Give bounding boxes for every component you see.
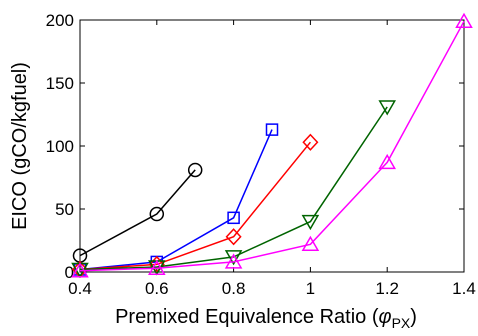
x-axis-label-text: Premixed Equivalence Ratio (: [115, 306, 379, 328]
y-tick-label: 150: [46, 74, 74, 93]
data-point: [227, 211, 240, 225]
data-point: [148, 255, 165, 274]
data-point: [301, 235, 320, 252]
x-axis-label-symbol: φ: [379, 306, 392, 328]
x-axis-label-subscript: PX: [392, 315, 411, 331]
y-tick-label: 50: [55, 200, 74, 219]
data-point: [187, 162, 203, 178]
series-triangle-down: [71, 100, 396, 278]
series-square: [73, 123, 279, 276]
series-line: [79, 106, 388, 271]
plot-frame: [79, 19, 465, 273]
y-tick-label: 200: [46, 11, 74, 30]
series-circle: [72, 162, 203, 263]
data-point: [378, 153, 396, 170]
data-point: [148, 259, 166, 275]
data-point: [149, 206, 165, 222]
y-tick-label: 0: [65, 263, 74, 282]
data-point: [225, 228, 242, 246]
data-point: [455, 12, 473, 29]
plot-area: 0.4 0.6 0.8 1 1.2 1.4 0 50 100 150 200: [46, 11, 476, 298]
series-line: [79, 141, 311, 271]
y-axis-label: EICO (gCO/kgfuel): [9, 62, 31, 230]
data-point: [224, 253, 243, 269]
x-tick-label: 0.6: [145, 279, 169, 298]
data-point: [224, 250, 243, 266]
series-line: [79, 20, 465, 272]
series-line: [79, 129, 273, 271]
y-tick-label: 100: [46, 137, 74, 156]
data-point: [265, 123, 279, 136]
x-tick-label: 1.2: [375, 279, 399, 298]
x-tick-label: 0.4: [68, 279, 92, 298]
x-tick-label: 1.4: [452, 279, 476, 298]
data-point: [71, 262, 89, 278]
x-axis-label: Premixed Equivalence Ratio (φPX): [115, 306, 417, 331]
series-line: [79, 169, 196, 257]
axis-ticks: 0.4 0.6 0.8 1 1.2 1.4 0 50 100 150 200: [46, 11, 476, 298]
x-axis-label-suffix: ): [410, 306, 417, 328]
x-tick-label: 1: [306, 279, 315, 298]
x-tick-label: 0.8: [222, 279, 246, 298]
data-point: [378, 100, 396, 116]
data-point: [302, 133, 319, 151]
data-point: [301, 214, 320, 231]
series-triangle-up: [71, 12, 473, 278]
series-group: [71, 12, 473, 279]
series-diamond: [71, 133, 319, 279]
